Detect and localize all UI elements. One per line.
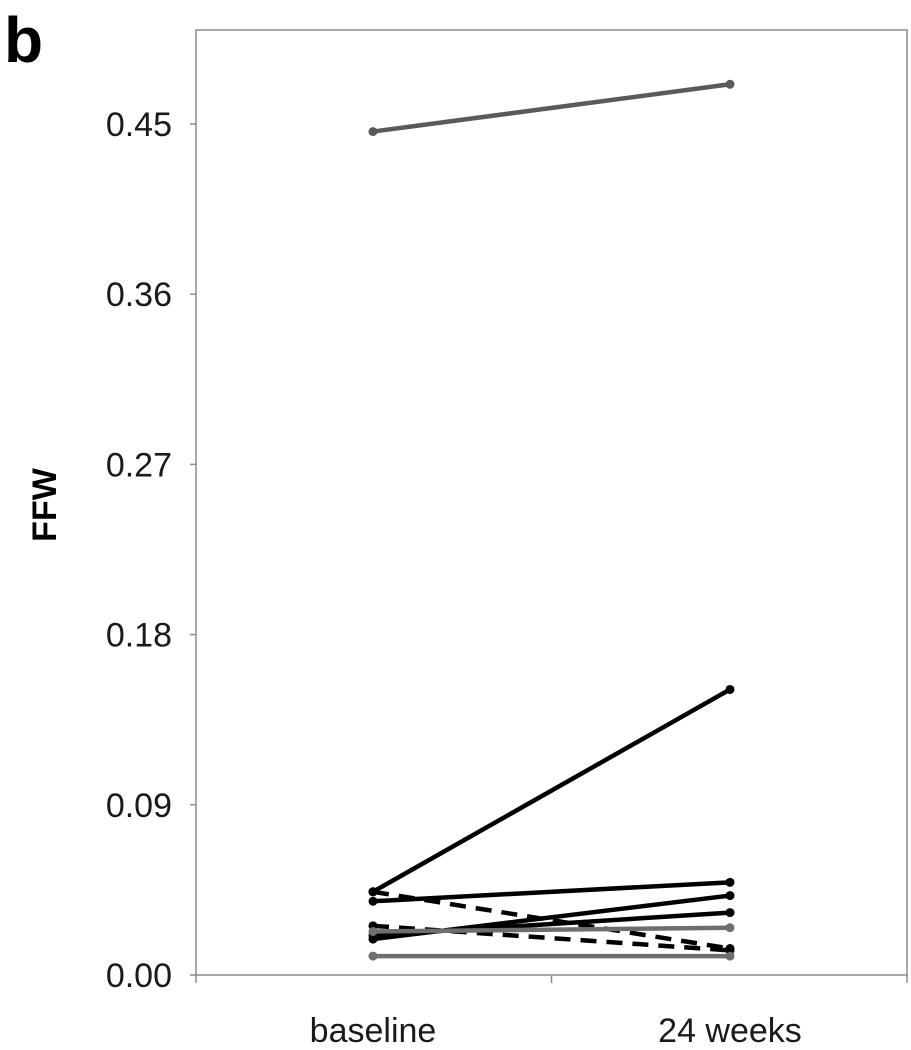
- series-1: [368, 79, 735, 137]
- series-line: [372, 925, 731, 934]
- series-line: [372, 880, 731, 904]
- y-axis: 0.00 0.09 0.18 0.27 0.36 0.45: [106, 106, 196, 995]
- series-line: [372, 82, 731, 134]
- data-point: [368, 896, 378, 906]
- series-layer: [368, 79, 735, 961]
- data-point: [725, 877, 735, 887]
- data-point: [368, 887, 378, 897]
- data-point: [725, 908, 735, 918]
- data-point: [725, 684, 735, 694]
- series-line: [371, 687, 732, 894]
- data-point: [725, 923, 735, 933]
- y-axis-title: FFW: [26, 467, 64, 542]
- x-tick-label: 24 weeks: [658, 1012, 802, 1050]
- data-point: [725, 79, 735, 89]
- data-point: [725, 951, 735, 961]
- x-axis: baseline 24 weeks: [195, 975, 908, 1050]
- series-line: [372, 889, 731, 951]
- y-tick-label: 0.00: [106, 957, 172, 995]
- data-point: [725, 891, 735, 901]
- data-point: [368, 951, 378, 961]
- series-8: [368, 923, 735, 937]
- y-tick-label: 0.45: [106, 106, 172, 144]
- data-point: [368, 127, 378, 137]
- data-point: [368, 927, 378, 937]
- y-tick-label: 0.27: [106, 446, 172, 484]
- x-tick-label: baseline: [310, 1012, 437, 1050]
- series-3: [368, 877, 735, 906]
- series-2: [368, 684, 735, 897]
- series-9: [368, 951, 735, 961]
- y-tick-label: 0.09: [106, 787, 172, 825]
- plot-frame: [195, 29, 908, 976]
- y-tick-label: 0.36: [106, 276, 172, 314]
- panel-label: b: [4, 4, 43, 76]
- y-tick-label: 0.18: [106, 617, 172, 655]
